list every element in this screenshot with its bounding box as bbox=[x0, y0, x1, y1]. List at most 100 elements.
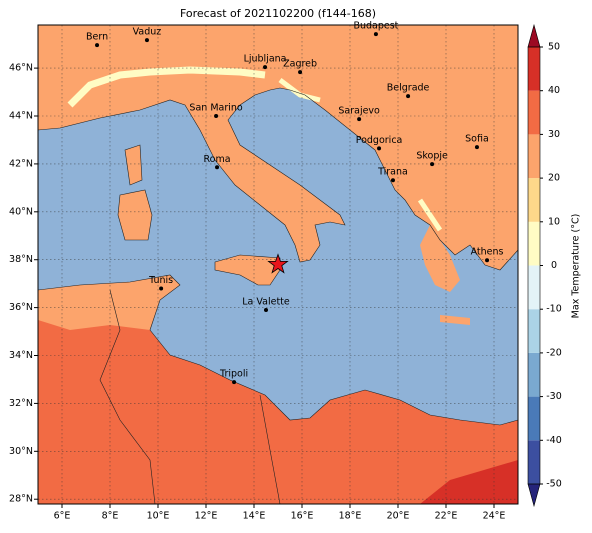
colorbar-segment bbox=[528, 309, 540, 353]
lat-tick-label: 34°N bbox=[9, 350, 33, 361]
colorbar-segment bbox=[528, 352, 540, 397]
country-border bbox=[99, 289, 156, 504]
colorbar-segment bbox=[528, 265, 540, 310]
country-border bbox=[259, 394, 281, 504]
lon-tick-label: 8°E bbox=[102, 511, 119, 522]
city-label: Roma bbox=[204, 154, 231, 165]
lon-tick-label: 14°E bbox=[243, 511, 266, 522]
city-dot bbox=[373, 32, 378, 37]
lat-tick-label: 30°N bbox=[9, 446, 33, 457]
colorbar-segment bbox=[528, 178, 540, 222]
colorbar-tick-label: 0 bbox=[551, 260, 557, 271]
lon-tick-label: 10°E bbox=[147, 511, 170, 522]
city-label: Sarajevo bbox=[338, 106, 380, 117]
colorbar-segment bbox=[528, 221, 540, 266]
city-dot bbox=[232, 380, 237, 385]
land-corsica bbox=[125, 145, 142, 185]
city-dot bbox=[95, 43, 100, 48]
city-dot bbox=[264, 308, 268, 313]
city-label: Tunis bbox=[148, 275, 173, 286]
city-dot bbox=[357, 117, 362, 122]
land-sicily bbox=[215, 255, 280, 285]
colorbar-tick-label: 20 bbox=[548, 173, 560, 184]
colorbar-segment bbox=[528, 440, 540, 484]
lat-tick-label: 40°N bbox=[9, 206, 33, 217]
city-dot bbox=[214, 114, 219, 119]
cold-balkans bbox=[278, 78, 321, 103]
city-dot bbox=[263, 65, 268, 70]
lon-tick-label: 20°E bbox=[387, 511, 410, 522]
city-label: Zagreb bbox=[283, 59, 317, 70]
colorbar-segment bbox=[528, 47, 540, 91]
city-label: Belgrade bbox=[387, 83, 430, 94]
city-label: Ljubljana bbox=[244, 54, 287, 65]
city-label: Tirana bbox=[377, 167, 408, 178]
land-africa bbox=[38, 275, 518, 504]
lon-tick-label: 24°E bbox=[483, 511, 506, 522]
cold-alps bbox=[67, 66, 266, 108]
colorbar-segment bbox=[528, 396, 540, 441]
city-label: Vaduz bbox=[133, 27, 162, 38]
land-sardinia bbox=[118, 190, 152, 240]
city-label: La Valette bbox=[242, 297, 290, 308]
city-dot bbox=[298, 70, 303, 75]
lat-tick-label: 38°N bbox=[9, 254, 33, 265]
city-label: Tripoli bbox=[219, 369, 248, 380]
land-africa-coast bbox=[38, 275, 180, 330]
coastline-africa bbox=[38, 274, 518, 426]
lon-tick-label: 18°E bbox=[339, 511, 362, 522]
lat-tick-label: 32°N bbox=[9, 398, 33, 409]
lon-tick-label: 22°E bbox=[435, 511, 458, 522]
colorbar-under bbox=[527, 483, 541, 508]
lon-tick-label: 16°E bbox=[291, 511, 314, 522]
coastline-sicily bbox=[214, 254, 281, 286]
title: Forecast of 2021102200 (f144-168) bbox=[180, 7, 376, 20]
grid: 6°E 8°E 10°E 12°E 14°E 16°E 18°E 20°E 22°E 24°E 28… bbox=[9, 25, 518, 522]
lat-tick-label: 46°N bbox=[9, 63, 33, 74]
city-dot bbox=[144, 38, 149, 43]
lat-tick-label: 42°N bbox=[9, 158, 33, 169]
city-label: Skopje bbox=[416, 151, 448, 162]
colorbar-label: Max Temperature (°C) bbox=[571, 214, 582, 319]
colorbar-tick-label: 30 bbox=[548, 129, 560, 140]
lat-tick-label: 28°N bbox=[9, 494, 33, 505]
city-label: Bern bbox=[86, 32, 108, 43]
colorbar-segment bbox=[528, 134, 540, 179]
city-dot bbox=[159, 286, 164, 291]
lon-tick-label: 12°E bbox=[195, 511, 218, 522]
hot-zone bbox=[420, 460, 518, 504]
city-dot bbox=[406, 94, 411, 99]
colorbar-tick-label: 40 bbox=[548, 85, 560, 96]
colorbar-tick-label: -30 bbox=[546, 391, 562, 402]
colorbar-tick-label: -10 bbox=[546, 304, 562, 315]
city-dot bbox=[215, 165, 220, 170]
colorbar-tick-label: -50 bbox=[546, 479, 562, 490]
colorbar-tick-label: 10 bbox=[548, 216, 560, 227]
city-label: Budapest bbox=[353, 21, 398, 32]
colorbar-tick-label: 50 bbox=[548, 42, 560, 53]
city-label: Podgorica bbox=[356, 135, 403, 146]
city-dot bbox=[377, 146, 382, 151]
city-label: Sofia bbox=[465, 134, 489, 145]
colorbar: -50 -40 -30 -20 -10 0 10 20 30 40 50 bbox=[527, 23, 562, 508]
coastline-sardinia bbox=[117, 189, 153, 241]
city-label: San Marino bbox=[189, 103, 242, 114]
colorbar-over bbox=[527, 23, 541, 48]
colorbar-tick-label: -20 bbox=[546, 347, 562, 358]
city-dot bbox=[474, 145, 479, 150]
land-greece bbox=[420, 225, 460, 292]
lon-tick-label: 6°E bbox=[54, 511, 71, 522]
city-dot bbox=[485, 258, 490, 263]
city-label: Athens bbox=[471, 247, 504, 258]
colorbar-tick-label: -40 bbox=[546, 435, 562, 446]
map-frame bbox=[37, 24, 519, 505]
city-dot bbox=[430, 162, 435, 167]
colorbar-segment bbox=[528, 90, 540, 135]
coastline-corsica bbox=[124, 144, 143, 186]
city-dot bbox=[390, 178, 395, 183]
land-crete bbox=[440, 315, 470, 325]
lat-tick-label: 44°N bbox=[9, 111, 33, 122]
cold-greece bbox=[417, 198, 443, 232]
